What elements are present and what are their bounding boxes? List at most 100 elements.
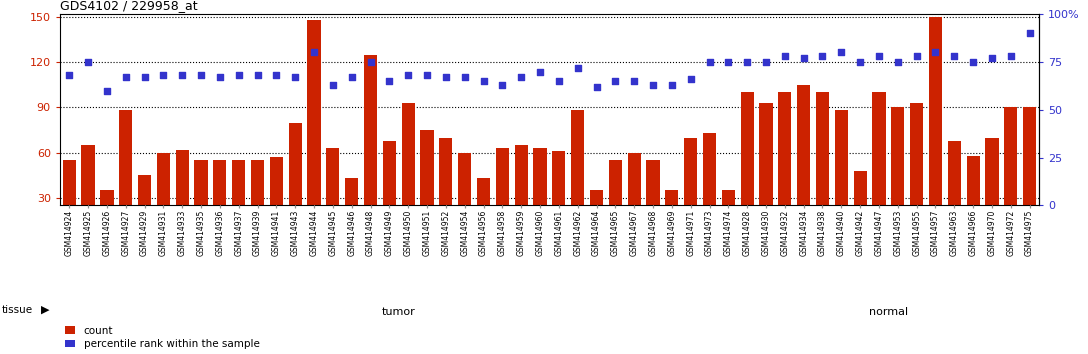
Bar [798, 85, 811, 243]
Text: GSM414967: GSM414967 [630, 209, 639, 256]
Text: GSM414940: GSM414940 [837, 209, 845, 256]
Bar [873, 92, 886, 243]
Bar [966, 156, 979, 243]
Point [984, 55, 1001, 61]
Bar [684, 138, 697, 243]
Point [118, 74, 135, 80]
Point [249, 73, 267, 78]
Point [79, 59, 97, 65]
Text: GSM414937: GSM414937 [234, 209, 244, 256]
Text: GSM414973: GSM414973 [705, 209, 714, 256]
Text: GSM414926: GSM414926 [102, 209, 111, 256]
Text: GSM414956: GSM414956 [479, 209, 489, 256]
Bar [270, 157, 283, 243]
Text: GSM414947: GSM414947 [875, 209, 883, 256]
Text: GSM414951: GSM414951 [422, 209, 432, 256]
Text: GSM414968: GSM414968 [648, 209, 657, 256]
Text: GSM414925: GSM414925 [84, 209, 92, 256]
Point [701, 59, 718, 65]
Text: GSM414975: GSM414975 [1025, 209, 1034, 256]
Bar [590, 190, 603, 243]
Bar [703, 133, 716, 243]
Bar [138, 175, 151, 243]
Bar [759, 103, 772, 243]
Bar [1023, 108, 1036, 243]
Bar [326, 148, 339, 243]
Point [889, 59, 906, 65]
Point [399, 73, 417, 78]
Bar [1004, 108, 1017, 243]
Point [286, 74, 304, 80]
Bar [120, 110, 133, 243]
Text: GSM414941: GSM414941 [272, 209, 281, 256]
Point [268, 73, 285, 78]
Point [664, 82, 681, 88]
Point [193, 73, 210, 78]
Bar [778, 92, 791, 243]
Bar [213, 160, 226, 243]
Text: GSM414957: GSM414957 [931, 209, 940, 256]
Bar [665, 190, 679, 243]
Point [324, 82, 342, 88]
Text: GSM414928: GSM414928 [743, 209, 752, 256]
Point [832, 50, 850, 55]
Bar [515, 145, 528, 243]
Bar [63, 160, 76, 243]
Text: GSM414963: GSM414963 [950, 209, 959, 256]
Point [814, 53, 831, 59]
Bar [440, 138, 453, 243]
Point [1021, 30, 1038, 36]
Point [776, 53, 793, 59]
Text: GSM414924: GSM414924 [65, 209, 74, 256]
Point [381, 78, 398, 84]
Text: GSM414936: GSM414936 [215, 209, 224, 256]
Text: GSM414953: GSM414953 [893, 209, 902, 256]
Point [757, 59, 775, 65]
Text: GSM414939: GSM414939 [254, 209, 262, 256]
Bar [232, 160, 245, 243]
Bar [891, 108, 904, 243]
Text: GSM414931: GSM414931 [159, 209, 168, 256]
Bar [948, 141, 961, 243]
Text: GSM414974: GSM414974 [724, 209, 733, 256]
Point [474, 78, 492, 84]
Point [437, 74, 455, 80]
Bar [496, 148, 509, 243]
Bar [100, 190, 113, 243]
Point [739, 59, 756, 65]
Bar [741, 92, 754, 243]
Text: GSM414935: GSM414935 [197, 209, 206, 256]
Bar [533, 148, 546, 243]
Text: GSM414949: GSM414949 [385, 209, 394, 256]
Text: GSM414972: GSM414972 [1006, 209, 1015, 256]
Point [569, 65, 586, 70]
Text: GSM414966: GSM414966 [968, 209, 978, 256]
Bar [628, 153, 641, 243]
Text: GSM414929: GSM414929 [140, 209, 149, 256]
Point [230, 73, 247, 78]
Text: GSM414944: GSM414944 [310, 209, 319, 256]
Text: GSM414934: GSM414934 [800, 209, 808, 256]
Text: GSM414971: GSM414971 [687, 209, 695, 256]
Bar [458, 153, 471, 243]
Text: GSM414946: GSM414946 [347, 209, 356, 256]
Bar [401, 103, 415, 243]
Bar [364, 55, 378, 243]
Point [852, 59, 869, 65]
Bar [571, 110, 584, 243]
Text: GSM414943: GSM414943 [290, 209, 299, 256]
Point [343, 74, 360, 80]
Bar [834, 110, 848, 243]
Text: GSM414965: GSM414965 [610, 209, 620, 256]
Bar [854, 171, 867, 243]
Point [494, 82, 511, 88]
Point [907, 53, 925, 59]
Bar [82, 145, 95, 243]
Point [964, 59, 981, 65]
Bar [345, 178, 358, 243]
Bar [477, 178, 490, 243]
Bar [553, 151, 566, 243]
Bar [816, 92, 829, 243]
Text: GSM414932: GSM414932 [780, 209, 789, 256]
Point [61, 73, 78, 78]
